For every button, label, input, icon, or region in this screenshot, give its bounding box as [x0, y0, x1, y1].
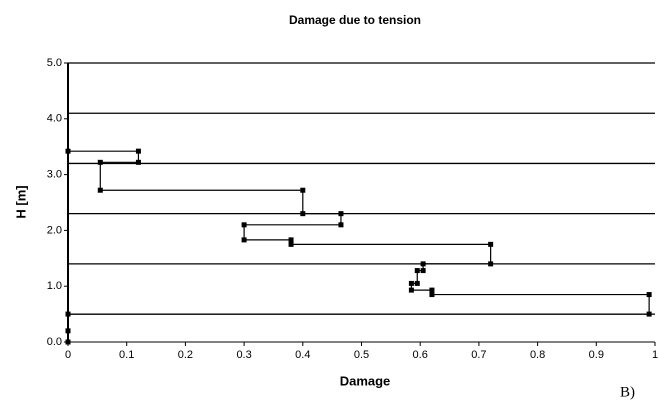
series-line: [67, 150, 650, 342]
y-axis-label: H [m]: [13, 185, 28, 218]
point-marker: [338, 211, 344, 217]
point-marker: [97, 187, 103, 193]
x-tick-label: 0: [65, 349, 71, 361]
point-marker: [488, 261, 494, 267]
x-tick-label: 0.1: [119, 349, 134, 361]
point-marker: [65, 328, 71, 334]
x-tick-label: 0.4: [295, 349, 310, 361]
point-marker: [241, 222, 247, 228]
point-marker: [420, 261, 426, 267]
point-marker: [338, 222, 344, 228]
point-marker: [65, 311, 71, 317]
point-marker: [65, 148, 71, 154]
point-marker: [135, 148, 141, 154]
x-tick-label: 0.6: [413, 349, 428, 361]
y-tick-label: 0.0: [47, 336, 62, 348]
y-tick-label: 5.0: [47, 57, 62, 69]
point-marker: [241, 237, 247, 243]
point-marker: [429, 292, 435, 298]
x-tick-label: 0.5: [354, 349, 369, 361]
x-tick-label: 0.2: [178, 349, 193, 361]
point-marker: [288, 241, 294, 247]
point-marker: [300, 187, 306, 193]
x-tick-label: 0.8: [530, 349, 545, 361]
point-marker: [420, 268, 426, 274]
annotation: B): [620, 384, 635, 400]
point-marker: [429, 287, 435, 293]
point-marker: [646, 311, 652, 317]
point-marker: [414, 268, 420, 274]
y-tick-label: 3.0: [47, 169, 62, 181]
point-marker: [97, 159, 103, 165]
point-marker: [65, 339, 71, 345]
point-marker: [488, 241, 494, 247]
point-marker: [300, 211, 306, 217]
y-tick-label: 1.0: [47, 280, 62, 292]
point-marker: [408, 280, 414, 286]
x-tick-label: 1: [652, 349, 658, 361]
y-tick-label: 4.0: [47, 113, 62, 125]
y-tick-label: 2.0: [47, 224, 62, 236]
point-marker: [135, 159, 141, 165]
point-marker: [288, 237, 294, 243]
x-tick-label: 0.7: [471, 349, 486, 361]
x-tick-label: 0.3: [236, 349, 251, 361]
point-marker: [408, 287, 414, 293]
x-tick-label: 0.9: [589, 349, 604, 361]
point-marker: [414, 280, 420, 286]
x-axis-label: Damage: [340, 373, 391, 388]
chart-title: Damage due to tension: [289, 13, 421, 27]
point-marker: [646, 292, 652, 298]
